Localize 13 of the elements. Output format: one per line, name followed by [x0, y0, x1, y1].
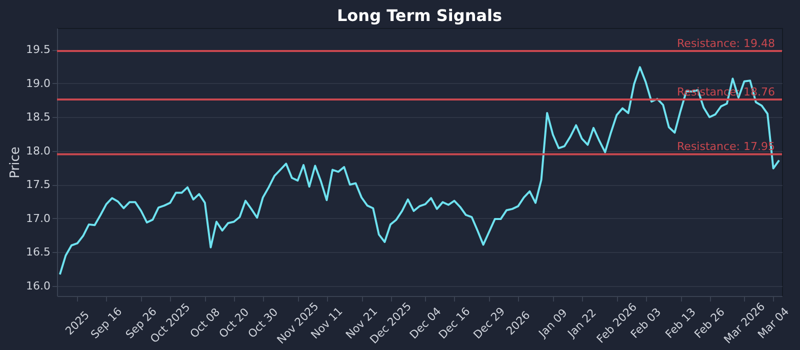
ref-line-label: Resistance: 19.48 [677, 36, 775, 50]
y-tick-label: 17.0 [26, 212, 50, 225]
y-tick-label: 19.0 [26, 76, 50, 90]
line-series [58, 66, 780, 276]
y-tick-label: 16.5 [26, 246, 50, 259]
y-tick-label: 18.5 [26, 110, 50, 124]
y-tick-label: 18.0 [26, 144, 50, 158]
y-tick-label: 19.5 [26, 43, 50, 56]
chart-title: Long Term Signals [336, 6, 502, 25]
y-axis-title: Price [8, 146, 24, 178]
y-tick-label: 16.0 [26, 279, 50, 292]
y-tick-label: 17.5 [26, 178, 50, 192]
x-tick-label: Sep 16 [88, 305, 125, 342]
